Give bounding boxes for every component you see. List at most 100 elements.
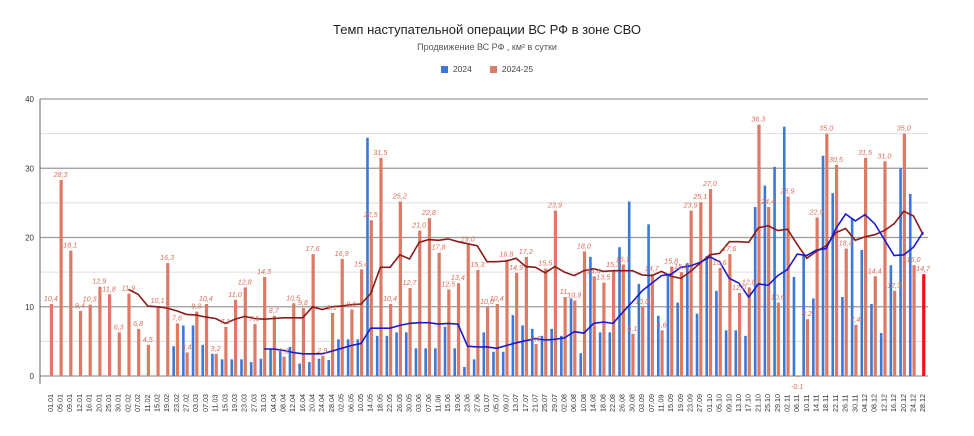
data-label: 14,9 [509,263,523,272]
x-tick-label: 22.11 [831,395,840,412]
bar-2024-25 [602,282,606,376]
bar-2024-25 [747,287,751,376]
x-tick-label: 08.12 [870,394,879,412]
bar-2024 [889,265,893,376]
data-label: 10,4 [44,294,58,303]
bar-2024 [656,315,660,376]
data-label: 12,3 [887,281,901,290]
bar-2024-25 [214,353,218,376]
bar-2024-25 [204,303,209,376]
bar-2024 [395,332,398,376]
bar-2024-25 [573,300,577,376]
data-label: 12,5 [441,279,456,288]
x-tick-label: 02.05 [337,394,346,412]
x-tick-label: 13.07 [511,394,520,412]
x-tick-label: 16.04 [298,394,307,412]
bar-2024-25 [825,133,829,376]
x-tick-label: 01.01 [46,394,55,412]
x-tick-label: 26.08 [618,394,627,412]
bar-2024 [879,333,883,376]
bar-2024 [560,335,563,376]
data-label: 16,9 [335,249,349,258]
data-label: 10,5 [286,293,301,302]
data-label: 16,1 [616,255,630,264]
legend-label-2024: 2024 [452,64,472,74]
bar-2024-25 [641,306,645,376]
bar-2024 [463,366,466,376]
x-tick-label: 19.02 [162,394,171,412]
data-label: 14,7 [645,264,660,273]
bar-2024-25 [234,299,238,376]
x-tick-label: 02.11 [782,395,791,412]
data-label: 21,0 [411,221,426,230]
bar-2024-25 [708,189,713,376]
bar-2024-25 [437,252,441,376]
x-tick-label: 22.08 [608,394,617,412]
bar-2024-25 [389,303,393,376]
bar-2024-25 [195,311,199,376]
bar-2024-25 [166,263,170,376]
x-tick-label: 06.05 [346,394,355,412]
x-tick-label: 20.01 [94,394,103,412]
x-tick-label: 12.12 [879,394,888,412]
x-tick-label: 07.06 [424,394,433,412]
bar-2024-25 [476,270,480,376]
x-tick-label: 01.07 [482,394,491,412]
data-label: -0,1 [791,382,803,391]
x-tick-label: 12.01 [75,394,84,412]
bar-2024-25 [360,269,364,376]
bar-2024 [908,193,912,376]
bar-2024 [211,353,214,376]
bar-2024-25 [553,210,558,376]
data-label: 10,9 [567,291,581,300]
data-label: 22,5 [363,210,379,219]
data-label: 14,3 [257,267,271,276]
bar-2024 [404,332,408,376]
bar-2024-25 [544,268,548,376]
data-label: 9,3 [191,302,201,311]
bar-2024-25 [175,323,180,376]
bar-2024-25 [834,164,839,376]
data-label: 11,0 [228,290,241,299]
bar-2024-25 [893,290,897,376]
data-label: 7,1 [220,317,230,326]
bar-2024 [201,344,205,376]
bar-2024-25 [767,207,771,376]
x-tick-label: 24.12 [908,394,917,412]
legend-label-2024-25: 2024-25 [501,64,534,74]
bar-2024-25 [786,196,790,376]
legend-item-2024-25[interactable]: 2024-25 [489,64,534,74]
line-2024-25-average [128,210,924,325]
data-label: 12,8 [742,277,756,286]
x-tick-label: 07.02 [133,394,142,412]
x-tick-label: 01.10 [705,394,714,412]
legend-swatch-2024-25 [489,65,497,73]
bar-2024 [802,255,805,376]
x-tick-label: 29.07 [550,394,559,412]
x-tick-label: 21.10 [753,394,762,412]
x-tick-label: 06.08 [569,394,578,412]
bar-2024-25 [69,250,73,376]
legend-item-2024[interactable]: 2024 [440,64,472,74]
x-tick-label: 23.09 [686,394,695,412]
data-label: 22,8 [421,208,436,217]
x-tick-label: 14.08 [589,394,598,412]
data-label: 17,6 [722,244,736,253]
x-tick-label: 30.01 [114,394,123,412]
bar-2024 [637,283,641,376]
bar-2024-25 [466,244,470,376]
bar-2024-25 [311,254,315,376]
y-tick-label: 30 [25,164,34,173]
data-label: 14,4 [868,266,882,275]
bar-2024-25 [456,283,461,376]
bar-2024-25 [146,344,150,376]
bar-2024-25 [495,303,499,376]
bar-2024 [647,224,650,376]
bar-2024 [434,348,437,376]
bar-2024-25 [670,266,674,376]
x-tick-label: 16.01 [85,394,94,412]
bar-2024-25 [515,272,519,376]
bar-2024-25 [156,306,160,376]
x-tick-label: 21.07 [530,394,539,412]
bar-2024 [414,348,418,376]
